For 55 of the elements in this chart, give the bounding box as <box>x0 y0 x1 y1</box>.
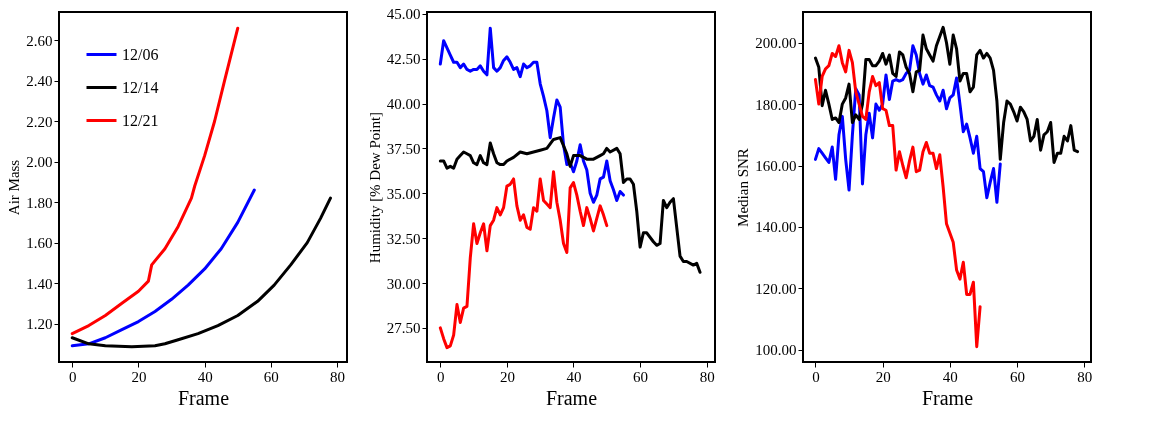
y-tick-label: 27.50 <box>386 320 421 337</box>
line-series <box>438 136 702 274</box>
y-tick-label: 100.00 <box>755 342 797 359</box>
y-tick-label: 1.20 <box>26 316 53 333</box>
x-tick-label: 20 <box>499 368 515 385</box>
x-tick-label: 60 <box>633 368 649 385</box>
line-series <box>70 26 240 336</box>
y-axis-title: Air Mass <box>6 159 23 216</box>
y-tick-label: 40.00 <box>386 96 421 113</box>
y-axis-title: Median SNR <box>735 148 752 227</box>
x-tick-label: 60 <box>1010 368 1026 385</box>
y-tick-label: 160.00 <box>755 158 797 175</box>
x-tick-label: 80 <box>1077 368 1093 385</box>
x-tick-label: 80 <box>699 368 715 385</box>
line-series <box>70 188 256 348</box>
y-tick-label: 30.00 <box>386 275 421 292</box>
x-tick-label: 80 <box>330 368 346 385</box>
line-series <box>813 44 982 349</box>
x-axis-title: Frame <box>177 386 230 409</box>
x-tick-label: 0 <box>437 368 445 385</box>
x-tick-label: 20 <box>875 368 891 385</box>
y-axis-title: Humidity [% Dew Point] <box>366 111 383 264</box>
line-series <box>813 44 1002 204</box>
x-tick-label: 0 <box>812 368 820 385</box>
x-tick-label: 0 <box>68 368 77 385</box>
y-tick-label: 1.80 <box>26 194 53 211</box>
y-tick-label: 32.50 <box>386 230 421 247</box>
line-series <box>438 170 609 350</box>
y-tick-label: 2.40 <box>26 73 53 90</box>
y-tick-label: 200.00 <box>755 35 797 52</box>
legend-label: 12/14 <box>122 78 159 96</box>
y-tick-label: 2.20 <box>26 113 53 130</box>
y-tick-label: 180.00 <box>755 96 797 113</box>
x-axis-title: Frame <box>921 386 974 409</box>
y-tick-label: 37.50 <box>386 140 421 157</box>
y-tick-label: 120.00 <box>755 280 797 297</box>
x-tick-label: 40 <box>942 368 958 385</box>
x-axis-title: Frame <box>545 386 598 409</box>
y-tick-label: 1.40 <box>26 275 53 292</box>
y-tick-label: 35.00 <box>386 185 421 202</box>
y-tick-label: 1.60 <box>26 235 53 252</box>
x-tick-label: 60 <box>263 368 279 385</box>
x-tick-label: 40 <box>566 368 582 385</box>
y-tick-label: 2.00 <box>26 154 53 171</box>
line-series <box>70 196 332 349</box>
line-series <box>438 26 625 204</box>
x-tick-label: 40 <box>197 368 213 385</box>
x-tick-label: 20 <box>131 368 147 385</box>
legend-label: 12/21 <box>122 111 159 129</box>
y-tick-label: 42.50 <box>386 51 421 68</box>
y-tick-label: 2.60 <box>26 32 53 49</box>
y-tick-label: 140.00 <box>755 219 797 236</box>
line-series <box>813 25 1080 164</box>
y-tick-label: 45.00 <box>386 6 421 23</box>
legend-label: 12/06 <box>122 45 159 63</box>
